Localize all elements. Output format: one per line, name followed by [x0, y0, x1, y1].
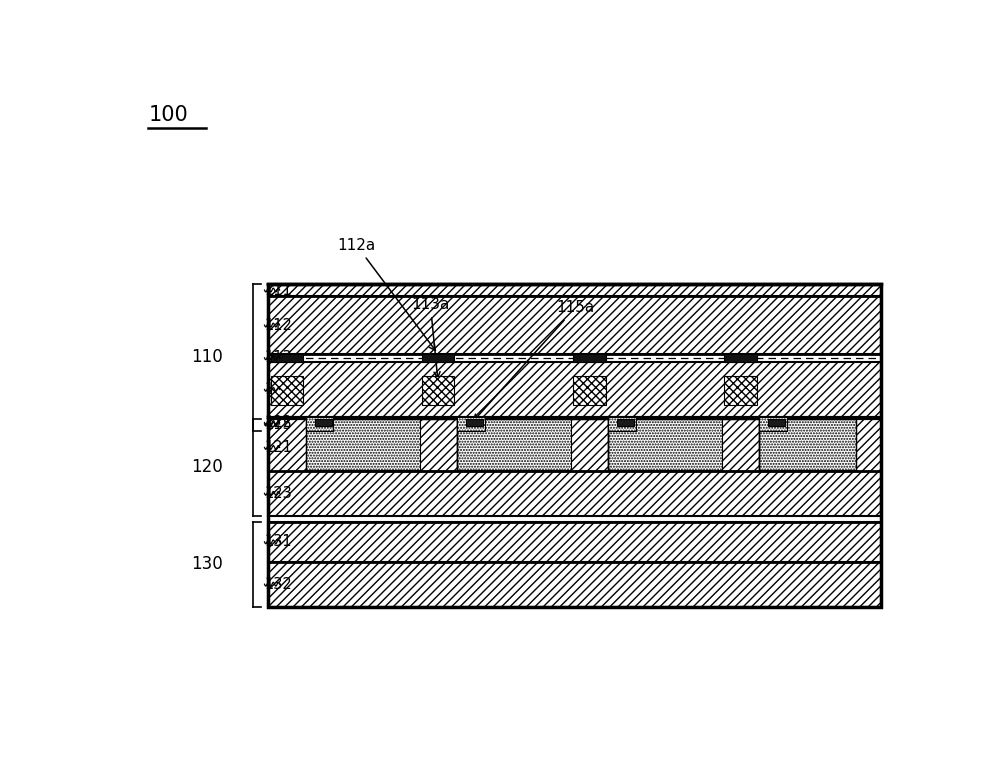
Text: 131: 131 [264, 535, 292, 549]
Text: 120: 120 [191, 458, 223, 476]
Bar [268, 521, 881, 562]
Bar [306, 417, 333, 431]
Bar [608, 417, 636, 431]
Text: 121: 121 [264, 440, 292, 455]
Bar [268, 419, 881, 471]
Text: 111: 111 [264, 283, 292, 297]
Bar [271, 354, 303, 362]
Text: 115a: 115a [474, 300, 594, 421]
Bar [457, 419, 608, 471]
Text: 113a: 113a [411, 297, 450, 378]
Bar [724, 354, 757, 362]
Bar [268, 284, 881, 607]
Bar [617, 419, 634, 426]
Bar [422, 354, 454, 362]
Text: 113: 113 [264, 350, 292, 366]
Bar [306, 419, 457, 471]
Text: 112: 112 [264, 318, 292, 333]
Bar [759, 417, 787, 431]
Bar [759, 419, 856, 471]
Text: 130: 130 [191, 555, 223, 573]
Text: 110: 110 [191, 349, 223, 366]
Text: 100: 100 [148, 105, 188, 125]
Bar [268, 284, 881, 296]
Bar [268, 362, 881, 417]
Bar [268, 471, 881, 515]
Bar [271, 376, 303, 405]
Bar [268, 419, 306, 471]
Text: 115: 115 [264, 416, 292, 432]
Bar [722, 419, 759, 471]
Bar [268, 296, 881, 354]
Bar [457, 417, 485, 431]
Text: 114: 114 [264, 382, 292, 397]
Bar [724, 376, 757, 405]
Bar [422, 376, 454, 405]
Bar [856, 419, 881, 471]
Bar [571, 419, 608, 471]
Bar [608, 419, 759, 471]
Bar [573, 354, 606, 362]
Bar [768, 419, 785, 426]
Bar [315, 419, 332, 426]
Bar [268, 562, 881, 607]
Bar [420, 419, 457, 471]
Text: 112a: 112a [338, 238, 435, 350]
Bar [573, 376, 606, 405]
Text: 123: 123 [264, 486, 292, 501]
Text: 122: 122 [264, 415, 292, 430]
Bar [466, 419, 483, 426]
Text: 132: 132 [264, 577, 292, 591]
